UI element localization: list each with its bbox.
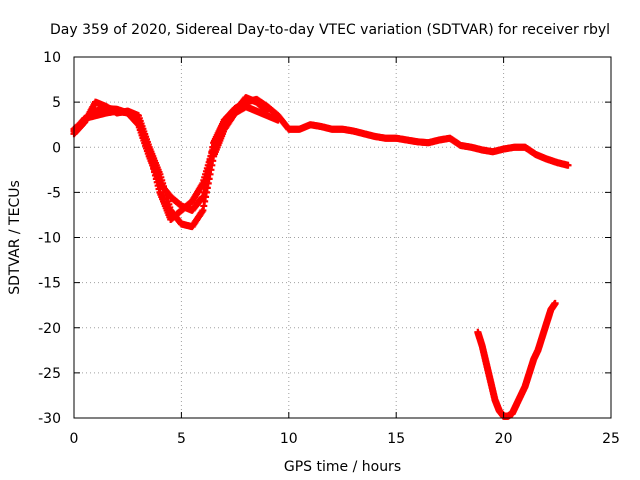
y-tick-label: -10 — [38, 231, 61, 247]
x-tick-label: 10 — [280, 431, 298, 447]
y-tick-label: 5 — [52, 95, 61, 111]
y-tick-label: 10 — [43, 50, 61, 66]
x-tick-label: 15 — [387, 431, 405, 447]
y-axis-label: SDTVAR / TECUs — [7, 180, 23, 295]
x-axis-label: GPS time / hours — [284, 459, 401, 475]
data-point — [564, 161, 572, 169]
series-track-b — [70, 98, 282, 231]
chart-title: Day 359 of 2020, Sidereal Day-to-day VTE… — [50, 22, 610, 38]
data-point — [551, 299, 559, 307]
data-point — [274, 116, 282, 124]
x-tick-label: 25 — [602, 431, 620, 447]
series-track-d — [474, 299, 559, 420]
y-tick-label: -30 — [38, 411, 61, 427]
series-track-c — [70, 94, 271, 223]
x-tick-label: 0 — [70, 431, 79, 447]
y-tick-label: 0 — [52, 140, 61, 156]
data-points — [70, 94, 572, 420]
y-tick-label: -15 — [38, 276, 61, 292]
x-tick-label: 5 — [177, 431, 186, 447]
grid — [74, 57, 611, 418]
y-tick-label: -20 — [38, 321, 61, 337]
series-track-a — [70, 95, 572, 214]
x-tick-label: 20 — [495, 431, 513, 447]
y-tick-label: -25 — [38, 366, 61, 382]
axis-ticks: 0 5 10 15 20 25 -30 -25 -20 -15 -10 -5 0 5 10 — [38, 50, 620, 447]
y-tick-label: -5 — [47, 185, 61, 201]
data-point — [263, 107, 271, 115]
